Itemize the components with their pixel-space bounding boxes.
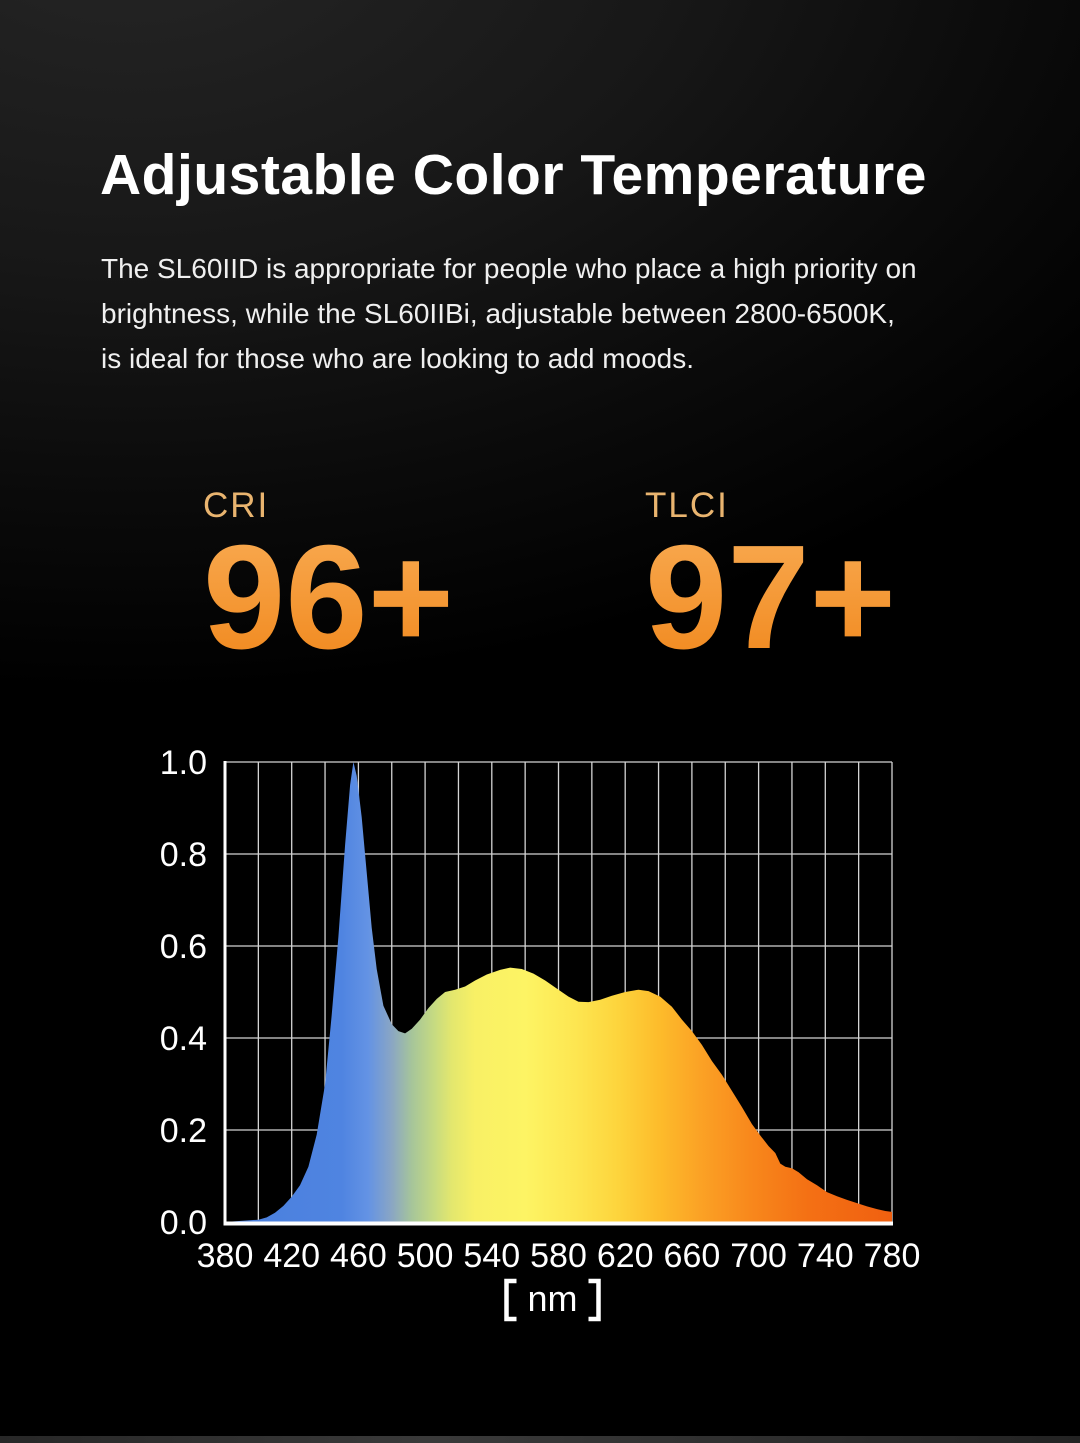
stats-row: CRI 96+ TLCI 97+ xyxy=(0,486,1080,686)
y-tick-label: 0.0 xyxy=(160,1204,207,1242)
x-axis-unit-bracket-right-icon xyxy=(588,1278,601,1322)
x-tick-label: 700 xyxy=(730,1237,787,1275)
x-tick-label: 540 xyxy=(463,1237,520,1275)
intro-paragraph: The SL60IID is appropriate for people wh… xyxy=(101,246,917,381)
x-tick-label: 660 xyxy=(664,1237,721,1275)
x-tick-label: 780 xyxy=(864,1237,921,1275)
intro-line-2: brightness, while the SL60IIBi, adjustab… xyxy=(101,298,895,329)
spectrum-chart-svg: 0.0 0.2 0.4 0.6 0.8 1.0 380 420 460 500 540 580 620 6… xyxy=(160,744,921,1322)
stat-cri-value: 96+ xyxy=(203,515,455,680)
y-tick-label: 0.2 xyxy=(160,1112,207,1150)
stat-cri-label: CRI xyxy=(203,486,270,525)
stat-tlci: TLCI 97+ xyxy=(645,486,897,680)
spectrum-chart: 0.0 0.2 0.4 0.6 0.8 1.0 380 420 460 500 540 580 620 6… xyxy=(0,700,1080,1360)
bottom-strip xyxy=(0,1436,1080,1443)
x-axis-unit-label: nm xyxy=(527,1278,577,1319)
y-tick-label: 0.6 xyxy=(160,928,207,966)
y-tick-label: 0.8 xyxy=(160,836,207,874)
y-tick-label: 0.4 xyxy=(160,1020,207,1058)
x-tick-label: 580 xyxy=(530,1237,587,1275)
x-tick-label: 420 xyxy=(263,1237,320,1275)
x-tick-label: 380 xyxy=(197,1237,254,1275)
x-tick-label: 740 xyxy=(797,1237,854,1275)
x-axis-unit-bracket-left-icon xyxy=(504,1278,517,1322)
intro-line-3: is ideal for those who are looking to ad… xyxy=(101,343,695,374)
stat-tlci-value: 97+ xyxy=(645,515,897,680)
stat-tlci-label: TLCI xyxy=(645,486,729,525)
x-tick-label: 500 xyxy=(397,1237,454,1275)
y-tick-label: 1.0 xyxy=(160,744,207,782)
page-title: Adjustable Color Temperature xyxy=(100,143,927,207)
x-tick-label: 460 xyxy=(330,1237,387,1275)
stat-cri: CRI 96+ xyxy=(203,486,455,680)
intro-line-1: The SL60IID is appropriate for people wh… xyxy=(101,253,917,284)
spectrum-area xyxy=(225,762,892,1222)
x-tick-label: 620 xyxy=(597,1237,654,1275)
